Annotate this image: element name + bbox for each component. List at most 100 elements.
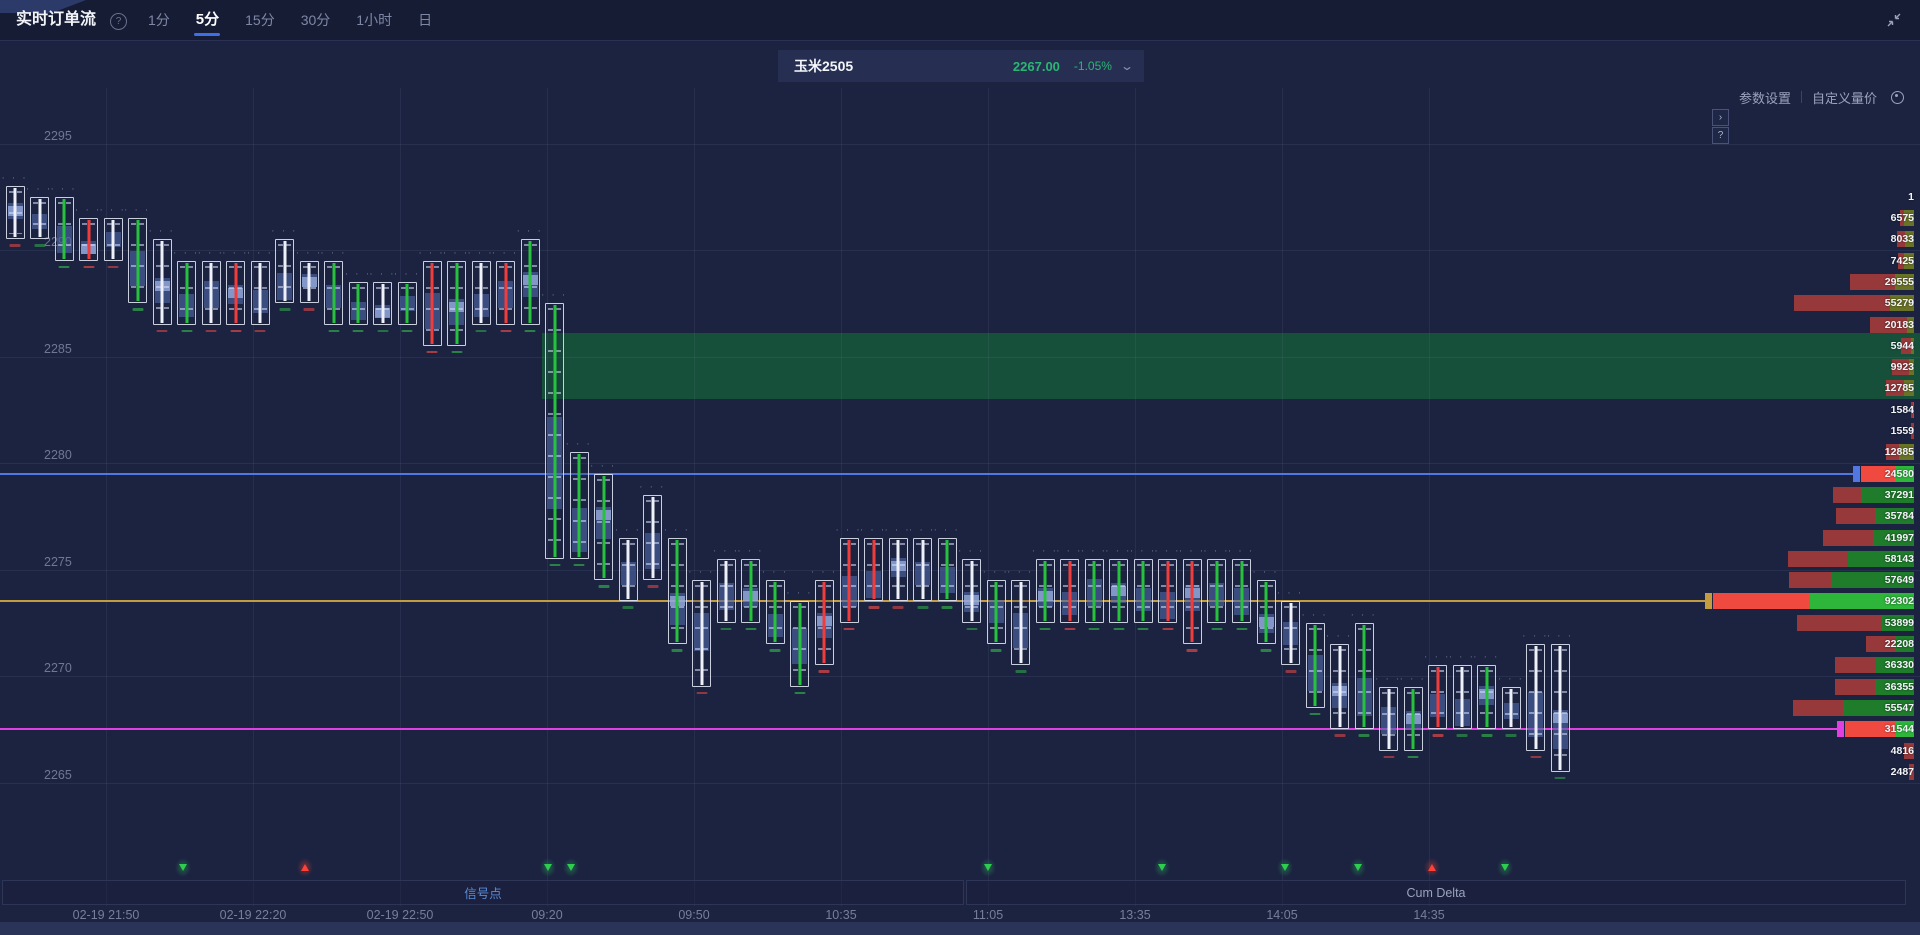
tab-1hour[interactable]: 1小时: [356, 12, 393, 28]
custom-volume-price-button[interactable]: 自定义量价: [1811, 90, 1877, 106]
bid-numbers-texture: [1087, 563, 1093, 618]
cum-delta-panel[interactable]: Cum Delta: [966, 880, 1906, 905]
candle-direction-line: [13, 188, 17, 238]
footprint-candle: [348, 281, 368, 325]
trade-dots: ∙ ∙ ∙: [198, 247, 225, 257]
bid-numbers-texture: [106, 223, 112, 256]
delta-value-mark: [1088, 627, 1100, 631]
footprint-candle: [618, 537, 638, 602]
footprint-candle: [1060, 558, 1080, 623]
gridline-x: [1135, 88, 1136, 906]
gridline-x: [988, 88, 989, 906]
instrument-selector[interactable]: 玉米2505 2267.00 -1.05% ⌄: [778, 50, 1144, 82]
ask-numbers-texture: [1046, 563, 1052, 618]
tab-5min[interactable]: 5分: [196, 0, 219, 40]
down-triangle-icon: [1281, 864, 1289, 871]
ask-numbers-texture: [850, 542, 856, 618]
bid-numbers-texture: [376, 286, 382, 320]
volume-profile-buy-bar: [1912, 401, 1914, 418]
delta-value-mark: [107, 265, 119, 269]
tab-day[interactable]: 日: [418, 12, 433, 28]
signal-panel[interactable]: 信号点: [2, 880, 964, 905]
candle-direction-line: [602, 475, 606, 579]
trade-dots: ∙ ∙ ∙: [713, 545, 740, 555]
trade-dots: ∙ ∙ ∙: [124, 205, 151, 215]
delta-value-mark: [1505, 734, 1517, 737]
candle-direction-line: [332, 262, 336, 323]
ask-numbers-texture: [752, 563, 758, 618]
trade-dots: ∙ ∙ ∙: [1032, 545, 1059, 555]
footprint-candle: [1428, 665, 1448, 730]
ask-numbers-texture: [1144, 563, 1150, 618]
volume-profile-value: 9923: [1890, 361, 1914, 374]
circle-dot-icon[interactable]: [1891, 90, 1904, 104]
candle-direction-line: [675, 539, 679, 643]
delta-value-mark: [500, 329, 512, 333]
gridline-x: [694, 88, 695, 906]
trade-dots: ∙ ∙ ∙: [1400, 673, 1427, 683]
trade-dots: ∙ ∙ ∙: [517, 226, 544, 236]
bid-numbers-texture: [1480, 670, 1486, 725]
candle-direction-line: [504, 262, 508, 323]
trade-dots: ∙ ∙ ∙: [1375, 673, 1402, 683]
volume-profile-buy-bar: [1875, 508, 1914, 525]
volume-profile-value: 37291: [1884, 488, 1914, 501]
ask-numbers-texture: [948, 542, 954, 597]
ask-numbers-texture: [1414, 691, 1420, 746]
candle-direction-line: [553, 305, 557, 557]
panel-help-button[interactable]: ?: [1712, 127, 1729, 144]
bottom-scrollbar-strip[interactable]: [0, 922, 1920, 935]
volume-profile-buy-bar: [1904, 210, 1914, 227]
parameter-settings-button[interactable]: 参数设置: [1738, 90, 1791, 106]
candle-direction-line: [381, 283, 385, 323]
candle-direction-line: [430, 262, 434, 344]
trade-dots: ∙ ∙ ∙: [222, 247, 249, 257]
down-triangle-icon: [1354, 864, 1362, 871]
candle-direction-line: [1043, 560, 1047, 621]
collapse-icon[interactable]: [1886, 12, 1902, 28]
candle-direction-line: [994, 582, 998, 643]
delta-value-mark: [696, 691, 708, 695]
footprint-candle: [30, 196, 50, 240]
bid-numbers-texture: [57, 201, 63, 256]
delta-value-mark: [1481, 734, 1493, 737]
trade-dots: ∙ ∙ ∙: [786, 588, 814, 598]
volume-profile-value: 1559: [1890, 425, 1914, 438]
bid-numbers-texture: [965, 563, 971, 618]
volume-profile-buy-bar: [1882, 614, 1914, 631]
volume-profile-value: 36330: [1884, 659, 1914, 672]
delta-value-mark: [475, 329, 487, 333]
ask-numbers-texture: [237, 265, 243, 320]
ask-numbers-texture: [261, 265, 267, 320]
bid-numbers-texture: [548, 308, 554, 554]
ask-numbers-texture: [1218, 563, 1224, 618]
chevron-down-icon[interactable]: ⌄: [1119, 59, 1135, 73]
gridline-y: [0, 782, 1920, 784]
volume-profile-sell-bar: [1832, 486, 1862, 503]
delta-value-mark: [1383, 755, 1395, 759]
ask-numbers-texture: [1561, 649, 1567, 767]
volume-profile-buy-bar: [1907, 316, 1914, 333]
delta-value-mark: [1015, 670, 1027, 673]
trade-dots: ∙ ∙ ∙: [394, 268, 421, 278]
gridline-y: [0, 356, 1920, 358]
x-axis-label: 02-19 22:50: [366, 908, 434, 922]
ask-numbers-texture: [531, 244, 537, 320]
delta-value-mark: [671, 649, 683, 652]
candle-direction-line: [455, 262, 459, 344]
tab-1min[interactable]: 1分: [148, 12, 170, 28]
delta-value-mark: [1358, 734, 1370, 737]
delta-value-mark: [1186, 649, 1198, 652]
expand-panel-button[interactable]: ›: [1712, 109, 1729, 126]
volume-profile-value: 2487: [1890, 765, 1914, 778]
trade-dots: ∙ ∙ ∙: [1424, 652, 1451, 662]
x-axis-label: 09:50: [678, 908, 710, 922]
ask-numbers-texture: [801, 606, 807, 682]
ask-numbers-texture: [139, 223, 145, 299]
ask-numbers-texture: [1365, 627, 1371, 725]
volume-profile-buy-bar: [1894, 273, 1914, 290]
volume-profile-value: 22208: [1884, 638, 1914, 651]
help-icon[interactable]: ?: [110, 13, 127, 30]
tab-15min[interactable]: 15分: [245, 12, 275, 28]
tab-30min[interactable]: 30分: [300, 12, 331, 28]
